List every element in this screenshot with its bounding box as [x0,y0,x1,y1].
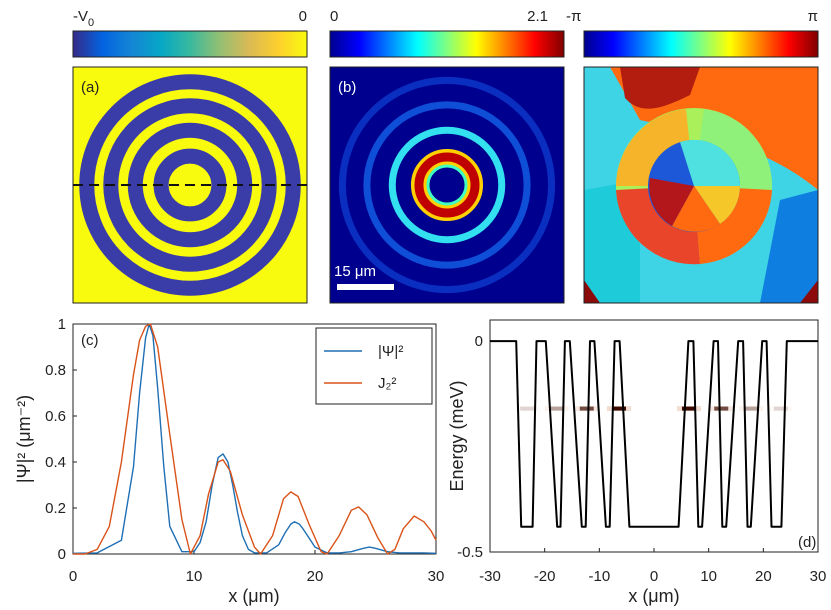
intensity-ring-3 [363,101,531,269]
d-xtick-label: 0 [650,568,658,585]
colorbar-b: 0 2.1 [329,8,565,58]
potential-ring-2 [127,122,253,248]
state-peak [549,406,564,411]
panel-b: (b) 15 μm [329,66,565,304]
c-ytick-label: 0.4 [45,454,66,471]
panel-c-ylabel: |Ψ|² (μm⁻²) [14,395,34,483]
d-ytick-label: 0 [475,333,483,350]
colorbar-a-max-label: 0 [299,8,307,25]
d-ytick-label: -0.5 [457,544,483,561]
panel-c-xlabel: x (μm) [228,586,279,606]
colorbar-b-max-label: 2.1 [527,8,548,25]
d-xtick-label: -20 [534,568,556,585]
panel-b-label: (b) [338,79,356,96]
state-glow [739,406,764,412]
c-ytick-label: 0 [58,546,66,563]
colorbar-phase-min-label: -π [566,8,581,25]
colorbar-phase: -π π [566,8,819,58]
state-glow [544,406,569,412]
panel-d-ylabel: Energy (meV) [447,380,467,491]
colorbar-a-min-label: -V0 [73,8,94,29]
d-xtick-label: -10 [588,568,610,585]
scalebar-label: 15 μm [334,263,376,280]
legend: |Ψ|² J₂² [315,327,433,405]
panel-d: -30 -20 -10 0 10 20 30 0 -0.5 (d) x (μm) Energy … [447,319,827,606]
c-xtick-label: 0 [69,568,77,585]
d-xtick-label: 30 [810,568,827,585]
state-peak [612,406,627,411]
state-glow [768,406,793,412]
intensity-ring-2 [388,126,506,244]
c-xtick-label: 30 [428,568,445,585]
state-peak [579,406,594,411]
panel-c-label: (c) [81,332,99,349]
panel-a: (a) [72,66,308,304]
d-xtick-label: 10 [700,568,717,585]
panel-a-label: (a) [81,79,99,96]
state-peak [773,406,788,411]
panel-d-label: (d) [798,534,816,551]
scalebar [337,284,394,290]
panel-d-xlabel: x (μm) [628,586,679,606]
c-series-psi [72,323,437,554]
c-ytick-label: 0.2 [45,500,66,517]
d-potential-line [490,340,818,528]
c-ytick-label: 0.8 [45,362,66,379]
legend-entry-j2: J₂² [378,375,396,392]
panel-phase [583,66,819,304]
d-xtick-label: -30 [479,568,501,585]
state-peak [714,406,729,411]
c-xtick-label: 20 [307,568,324,585]
state-peak [744,406,759,411]
c-ytick-label: 0.6 [45,408,66,425]
c-series-j2 [73,323,437,555]
intensity-ring-4 [338,76,556,294]
state-glow [515,406,540,412]
intensity-ring-inner-edge [426,164,468,206]
c-ytick-label: 1 [58,316,66,333]
potential-ring-4 [79,74,301,296]
state-peak [520,406,535,411]
d-xtick-label: 20 [755,568,772,585]
colorbar-phase-max-label: π [808,8,818,25]
legend-entry-psi: |Ψ|² [378,343,403,360]
panel-c: 0 10 20 30 0 0.2 0.4 0.6 0.8 1 (c) |Ψ|² J₂² x (μm… [14,316,444,606]
intensity-ring-1 [414,152,480,218]
colorbar-a: -V0 0 [72,8,308,58]
colorbar-b-min-label: 0 [330,8,338,25]
c-xtick-label: 10 [186,568,203,585]
state-peak [681,406,696,411]
